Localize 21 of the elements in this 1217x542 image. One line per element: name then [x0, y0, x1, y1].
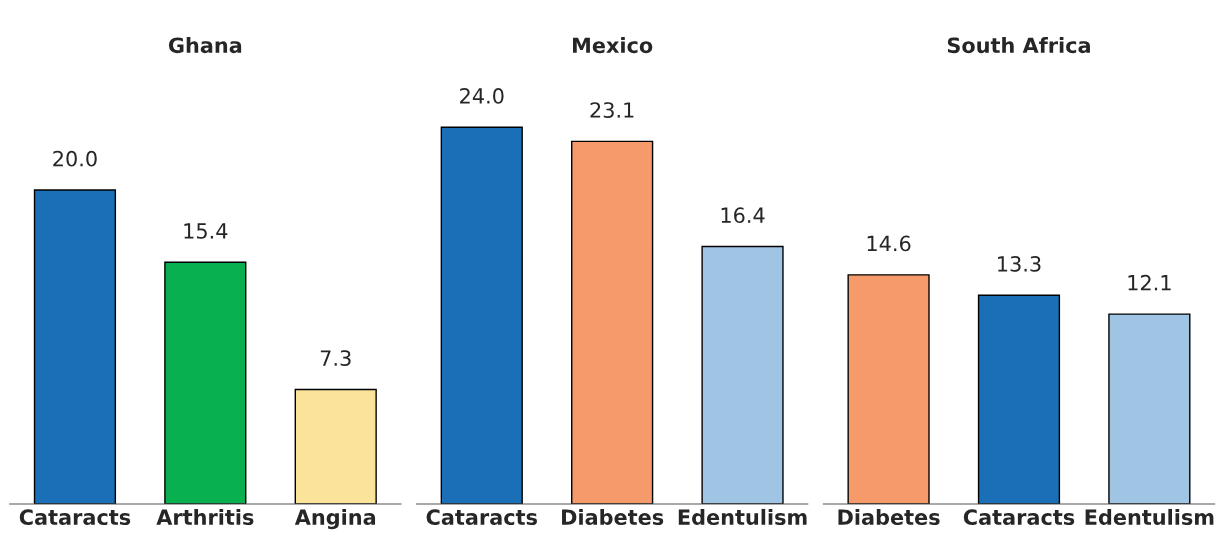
data-label: 20.0 — [53, 150, 97, 167]
data-label: 24.0 — [460, 88, 504, 104]
data-label: 13.3 — [998, 256, 1041, 272]
data-label: 16.4 — [721, 207, 765, 224]
data-label: 7.3 — [320, 350, 351, 366]
x-tick-label: Edentulism — [678, 508, 807, 526]
x-tick-label: Cataracts — [426, 509, 537, 526]
data-label: 14.6 — [867, 235, 911, 252]
chart-title: South Africa — [947, 37, 1090, 54]
chart-title: Mexico — [573, 37, 653, 54]
x-tick-label: Cataracts — [963, 509, 1075, 526]
chart-title: Ghana — [168, 37, 242, 54]
x-tick-label: Arthritis — [156, 508, 254, 526]
x-tick-label: Diabetes — [562, 508, 664, 526]
data-label: 15.4 — [184, 223, 228, 239]
x-tick-label: Cataracts — [19, 509, 131, 526]
x-tick-label: Angina — [294, 508, 376, 530]
x-tick-label: Diabetes — [838, 508, 940, 526]
data-label: 12.1 — [1128, 274, 1171, 291]
data-label: 23.1 — [590, 102, 634, 118]
x-tick-label: Edentulism — [1085, 508, 1214, 526]
